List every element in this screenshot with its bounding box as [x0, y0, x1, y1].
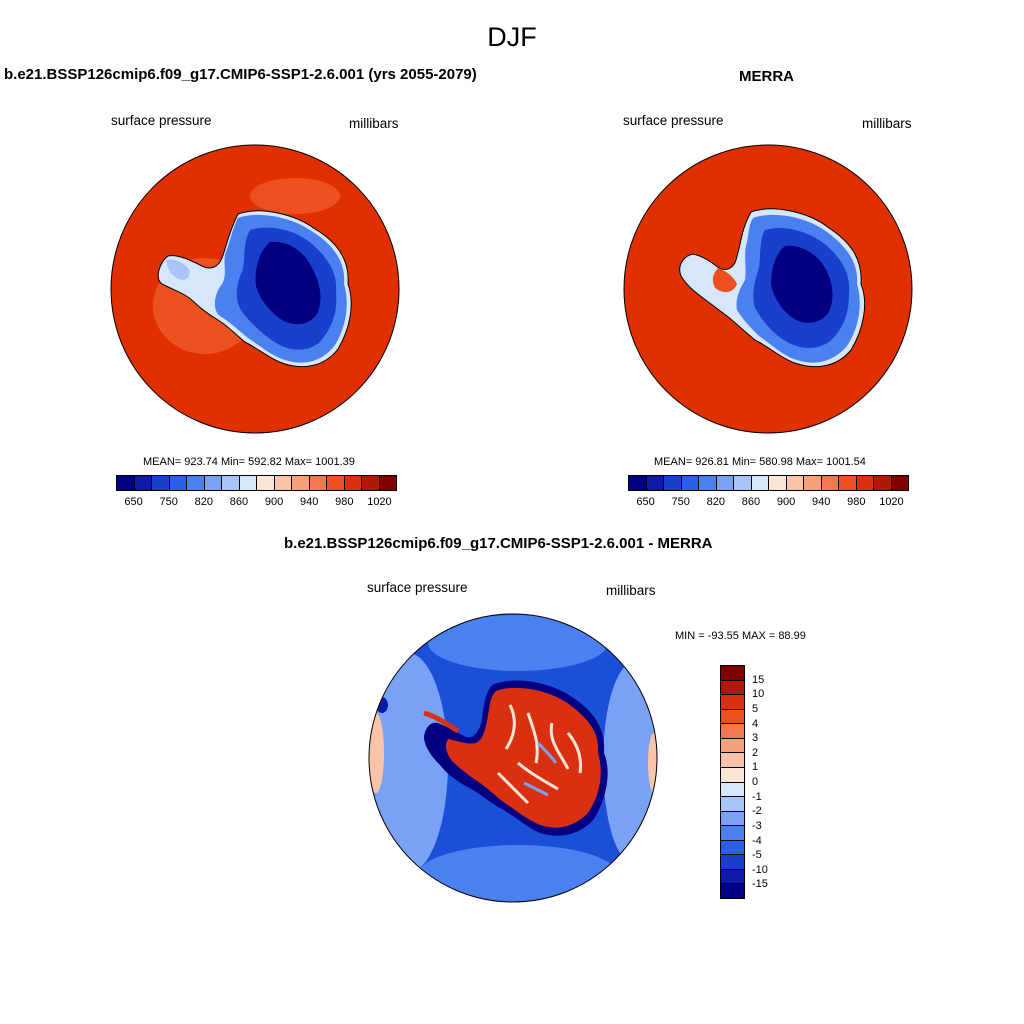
colorbar-tick-label: -5: [752, 849, 762, 862]
panel2-title: MERRA: [739, 68, 794, 85]
panel3-stats: MIN = -93.55 MAX = 88.99: [675, 630, 806, 642]
colorbar-swatch: [343, 476, 361, 490]
colorbar-swatch: [663, 476, 681, 490]
colorbar-swatch: [221, 476, 239, 490]
panel3-variable-label: surface pressure: [367, 580, 468, 595]
panel1-stats: MEAN= 923.74 Min= 592.82 Max= 1001.39: [143, 456, 355, 468]
colorbar-tick-label: -3: [752, 819, 762, 832]
colorbar-swatch: [629, 476, 646, 490]
colorbar-tick-label: 980: [335, 496, 354, 508]
colorbar-tick-label: 750: [671, 496, 690, 508]
colorbar-swatch: [151, 476, 169, 490]
figure-title: DJF: [487, 22, 537, 52]
colorbar-swatch: [291, 476, 309, 490]
panel2-colorbar: [628, 475, 909, 491]
colorbar-swatch: [721, 796, 744, 811]
panel3-units-label: millibars: [606, 583, 656, 598]
colorbar-tick-label: -10: [752, 863, 768, 876]
colorbar-swatch: [721, 854, 744, 869]
colorbar-tick-label: 940: [812, 496, 831, 508]
panel3-title: b.e21.BSSP126cmip6.f09_g17.CMIP6-SSP1-2.…: [284, 535, 713, 552]
colorbar-swatch: [238, 476, 256, 490]
colorbar-tick-label: 900: [264, 496, 284, 508]
colorbar-swatch: [133, 476, 151, 490]
colorbar-tick-label: 820: [194, 496, 213, 508]
colorbar-tick-label: 10: [752, 688, 765, 701]
colorbar-swatch: [117, 476, 134, 490]
panel1-variable-label: surface pressure: [111, 113, 212, 128]
colorbar-swatch: [203, 476, 221, 490]
colorbar-swatch: [721, 883, 744, 898]
colorbar-tick-label: 650: [636, 496, 655, 508]
colorbar-swatch: [715, 476, 733, 490]
colorbar-swatch: [273, 476, 291, 490]
colorbar-swatch: [361, 476, 379, 490]
colorbar-tick-label: -15: [752, 878, 768, 891]
colorbar-tick-label: 2: [752, 746, 759, 759]
colorbar-swatch: [721, 781, 744, 797]
panel2-stats: MEAN= 926.81 Min= 580.98 Max= 1001.54: [654, 456, 866, 468]
panel2-variable-label: surface pressure: [623, 113, 724, 128]
colorbar-tick-label: 1020: [367, 496, 392, 508]
colorbar-swatch: [308, 476, 326, 490]
colorbar-tick-label: -2: [752, 805, 762, 818]
colorbar-swatch: [750, 476, 768, 490]
colorbar-swatch: [721, 766, 744, 782]
colorbar-tick-label: 15: [752, 673, 765, 686]
colorbar-tick-label: 3: [752, 732, 759, 745]
colorbar-tick-label: -1: [752, 790, 762, 803]
panel2-map: [623, 144, 913, 434]
colorbar-swatch: [785, 476, 803, 490]
colorbar-tick-label: 5: [752, 702, 759, 715]
colorbar-swatch: [645, 476, 663, 490]
colorbar-swatch: [721, 708, 744, 724]
panel1-colorbar: [116, 475, 397, 491]
panel2-units-label: millibars: [862, 116, 912, 131]
colorbar-swatch: [186, 476, 204, 490]
colorbar-swatch: [721, 825, 744, 840]
colorbar-swatch: [721, 737, 744, 753]
colorbar-swatch: [256, 476, 274, 490]
panel1-units-label: millibars: [349, 116, 399, 131]
colorbar-swatch: [733, 476, 751, 490]
colorbar-swatch: [168, 476, 186, 490]
panel1-map: [110, 144, 400, 434]
colorbar-swatch: [873, 476, 891, 490]
colorbar-tick-label: 860: [741, 496, 761, 508]
colorbar-swatch: [680, 476, 698, 490]
colorbar-tick-label: 1020: [879, 496, 904, 508]
colorbar-swatch: [855, 476, 873, 490]
colorbar-swatch: [721, 666, 744, 680]
colorbar-tick-label: 900: [776, 496, 796, 508]
colorbar-tick-label: 860: [229, 496, 249, 508]
panel3-map: [368, 613, 658, 903]
colorbar-tick-label: 650: [124, 496, 143, 508]
colorbar-tick-label: 1: [752, 761, 759, 774]
colorbar-tick-label: 940: [300, 496, 319, 508]
colorbar-swatch: [721, 723, 744, 738]
colorbar-swatch: [698, 476, 716, 490]
colorbar-swatch: [721, 810, 744, 826]
colorbar-swatch: [721, 839, 744, 855]
panel1-title: b.e21.BSSP126cmip6.f09_g17.CMIP6-SSP1-2.…: [4, 66, 477, 83]
colorbar-swatch: [378, 476, 396, 490]
colorbar-tick-label: 4: [752, 717, 759, 730]
colorbar-tick-label: 820: [706, 496, 725, 508]
colorbar-swatch: [721, 679, 744, 695]
colorbar-swatch: [890, 476, 908, 490]
colorbar-swatch: [820, 476, 838, 490]
colorbar-tick-label: 980: [847, 496, 866, 508]
colorbar-swatch: [721, 694, 744, 709]
colorbar-tick-label: 750: [159, 496, 178, 508]
colorbar-swatch: [721, 868, 744, 884]
colorbar-swatch: [721, 752, 744, 767]
colorbar-swatch: [838, 476, 856, 490]
colorbar-swatch: [803, 476, 821, 490]
colorbar-tick-label: -4: [752, 834, 762, 847]
colorbar-tick-label: 0: [752, 776, 759, 788]
colorbar-swatch: [326, 476, 344, 490]
colorbar-swatch: [768, 476, 786, 490]
panel3-colorbar: [720, 665, 745, 899]
